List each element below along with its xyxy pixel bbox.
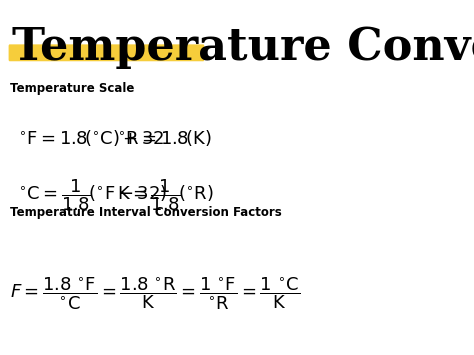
- Text: Temperature Scale: Temperature Scale: [9, 82, 134, 95]
- Text: Temperature Conversion: Temperature Conversion: [12, 26, 474, 69]
- Text: ${}^{\circ}\mathrm{F} = 1.8\!\left({}^{\circ}\mathrm{C}\right) + 32$: ${}^{\circ}\mathrm{F} = 1.8\!\left({}^{\…: [18, 128, 164, 148]
- Text: $F = \dfrac{1.8\ {}^{\circ}\mathrm{F}}{{}^{\circ}\mathrm{C}} = \dfrac{1.8\ {}^{\: $F = \dfrac{1.8\ {}^{\circ}\mathrm{F}}{{…: [9, 276, 300, 312]
- Text: ${}^{\circ}\mathrm{R} = 1.8\!\left(\mathrm{K}\right)$: ${}^{\circ}\mathrm{R} = 1.8\!\left(\math…: [117, 128, 211, 148]
- Text: $\mathrm{K} = \dfrac{1}{1.8}\!\left({}^{\circ}\mathrm{R}\right)$: $\mathrm{K} = \dfrac{1}{1.8}\!\left({}^{…: [117, 178, 214, 213]
- Text: ${}^{\circ}\mathrm{C} = \dfrac{1}{1.8}\!\left({}^{\circ}\mathrm{F} - 32\right)$: ${}^{\circ}\mathrm{C} = \dfrac{1}{1.8}\!…: [18, 178, 167, 213]
- FancyBboxPatch shape: [9, 44, 204, 61]
- Text: Temperature Interval Conversion Factors: Temperature Interval Conversion Factors: [9, 206, 282, 219]
